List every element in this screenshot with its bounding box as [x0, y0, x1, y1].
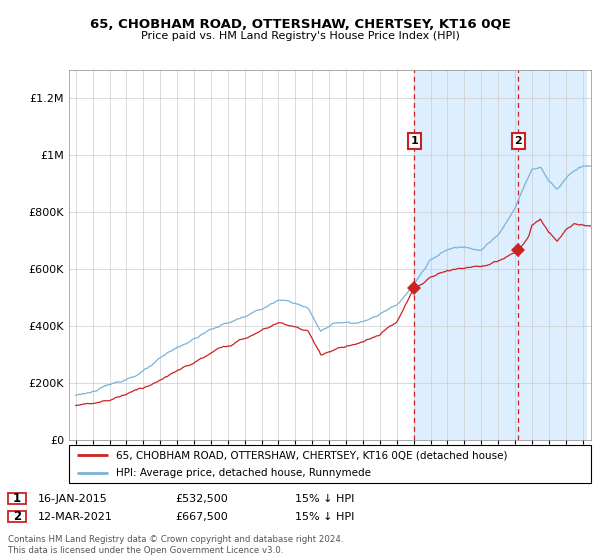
Text: Price paid vs. HM Land Registry's House Price Index (HPI): Price paid vs. HM Land Registry's House … — [140, 31, 460, 41]
Text: HPI: Average price, detached house, Runnymede: HPI: Average price, detached house, Runn… — [116, 468, 371, 478]
FancyBboxPatch shape — [8, 493, 26, 505]
Text: 1: 1 — [410, 136, 418, 146]
Text: 15% ↓ HPI: 15% ↓ HPI — [295, 512, 355, 521]
Text: 1: 1 — [13, 492, 21, 505]
Text: £532,500: £532,500 — [175, 493, 228, 503]
Bar — [414, 70, 586, 440]
Text: 15% ↓ HPI: 15% ↓ HPI — [295, 493, 355, 503]
Text: 2: 2 — [13, 510, 21, 523]
Text: Contains HM Land Registry data © Crown copyright and database right 2024.
This d: Contains HM Land Registry data © Crown c… — [8, 535, 343, 556]
Text: 2: 2 — [514, 136, 522, 146]
Text: 12-MAR-2021: 12-MAR-2021 — [38, 512, 113, 521]
Text: 16-JAN-2015: 16-JAN-2015 — [38, 493, 108, 503]
FancyBboxPatch shape — [8, 511, 26, 522]
Text: 65, CHOBHAM ROAD, OTTERSHAW, CHERTSEY, KT16 0QE (detached house): 65, CHOBHAM ROAD, OTTERSHAW, CHERTSEY, K… — [116, 450, 508, 460]
Text: £667,500: £667,500 — [175, 512, 228, 521]
Text: 65, CHOBHAM ROAD, OTTERSHAW, CHERTSEY, KT16 0QE: 65, CHOBHAM ROAD, OTTERSHAW, CHERTSEY, K… — [89, 18, 511, 31]
